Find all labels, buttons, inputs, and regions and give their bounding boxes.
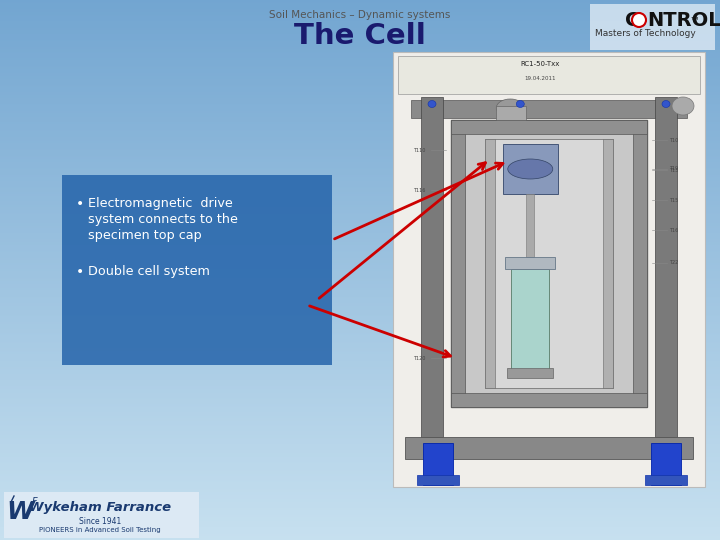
Bar bbox=[651, 443, 681, 485]
Bar bbox=[485, 139, 613, 388]
Text: The Cell: The Cell bbox=[294, 22, 426, 50]
Text: Masters of Technology: Masters of Technology bbox=[595, 30, 696, 38]
Text: ™: ™ bbox=[690, 15, 700, 25]
Text: T15: T15 bbox=[669, 198, 678, 202]
Bar bbox=[633, 120, 647, 407]
Text: T16: T16 bbox=[669, 227, 678, 233]
Bar bbox=[451, 120, 647, 407]
Text: T116: T116 bbox=[413, 187, 426, 192]
Text: Since 1941: Since 1941 bbox=[79, 516, 121, 525]
Ellipse shape bbox=[672, 97, 694, 115]
Bar bbox=[655, 97, 677, 437]
Text: PIONEERS in Advanced Soil Testing: PIONEERS in Advanced Soil Testing bbox=[39, 527, 161, 533]
Text: system connects to the: system connects to the bbox=[88, 213, 238, 226]
Text: NTROLS: NTROLS bbox=[647, 10, 720, 30]
Text: T110: T110 bbox=[413, 147, 426, 152]
Bar bbox=[451, 120, 465, 407]
Bar bbox=[451, 393, 647, 407]
Ellipse shape bbox=[516, 100, 524, 107]
Bar bbox=[511, 269, 549, 373]
Ellipse shape bbox=[508, 159, 553, 179]
Text: W: W bbox=[6, 500, 34, 524]
Bar bbox=[503, 144, 558, 194]
Bar bbox=[590, 4, 715, 50]
Ellipse shape bbox=[428, 100, 436, 107]
Bar bbox=[405, 437, 693, 459]
Bar bbox=[645, 475, 687, 485]
Text: C: C bbox=[625, 10, 639, 30]
Text: F: F bbox=[32, 497, 37, 507]
Text: T120: T120 bbox=[413, 355, 426, 361]
Text: 19.04.2011: 19.04.2011 bbox=[525, 76, 556, 80]
Text: Soil Mechanics – Dynamic systems: Soil Mechanics – Dynamic systems bbox=[269, 10, 451, 20]
Bar bbox=[393, 52, 705, 487]
Bar bbox=[421, 97, 443, 437]
Bar bbox=[423, 443, 453, 485]
Bar bbox=[417, 475, 459, 485]
Bar bbox=[505, 257, 555, 269]
Bar bbox=[411, 100, 687, 118]
Text: T19: T19 bbox=[669, 166, 678, 172]
Bar bbox=[4, 492, 199, 538]
Bar bbox=[485, 139, 495, 388]
Bar bbox=[526, 194, 534, 257]
Text: RC1-50-Txx: RC1-50-Txx bbox=[521, 61, 560, 67]
Bar bbox=[451, 120, 647, 134]
Bar bbox=[398, 56, 700, 94]
Bar bbox=[508, 368, 553, 378]
Text: T22: T22 bbox=[669, 260, 678, 266]
Text: T13: T13 bbox=[669, 167, 678, 172]
Ellipse shape bbox=[632, 13, 646, 27]
Text: Electromagnetic  drive: Electromagnetic drive bbox=[88, 197, 233, 210]
Text: •: • bbox=[76, 197, 84, 211]
Bar bbox=[496, 106, 526, 128]
Text: Wykeham Farrance: Wykeham Farrance bbox=[29, 502, 171, 515]
Ellipse shape bbox=[496, 99, 524, 117]
Text: specimen top cap: specimen top cap bbox=[88, 229, 202, 242]
Bar bbox=[62, 175, 332, 365]
Text: T10: T10 bbox=[669, 138, 678, 143]
Text: •: • bbox=[76, 265, 84, 279]
Ellipse shape bbox=[662, 100, 670, 107]
Bar bbox=[603, 139, 613, 388]
Text: Double cell system: Double cell system bbox=[88, 265, 210, 278]
